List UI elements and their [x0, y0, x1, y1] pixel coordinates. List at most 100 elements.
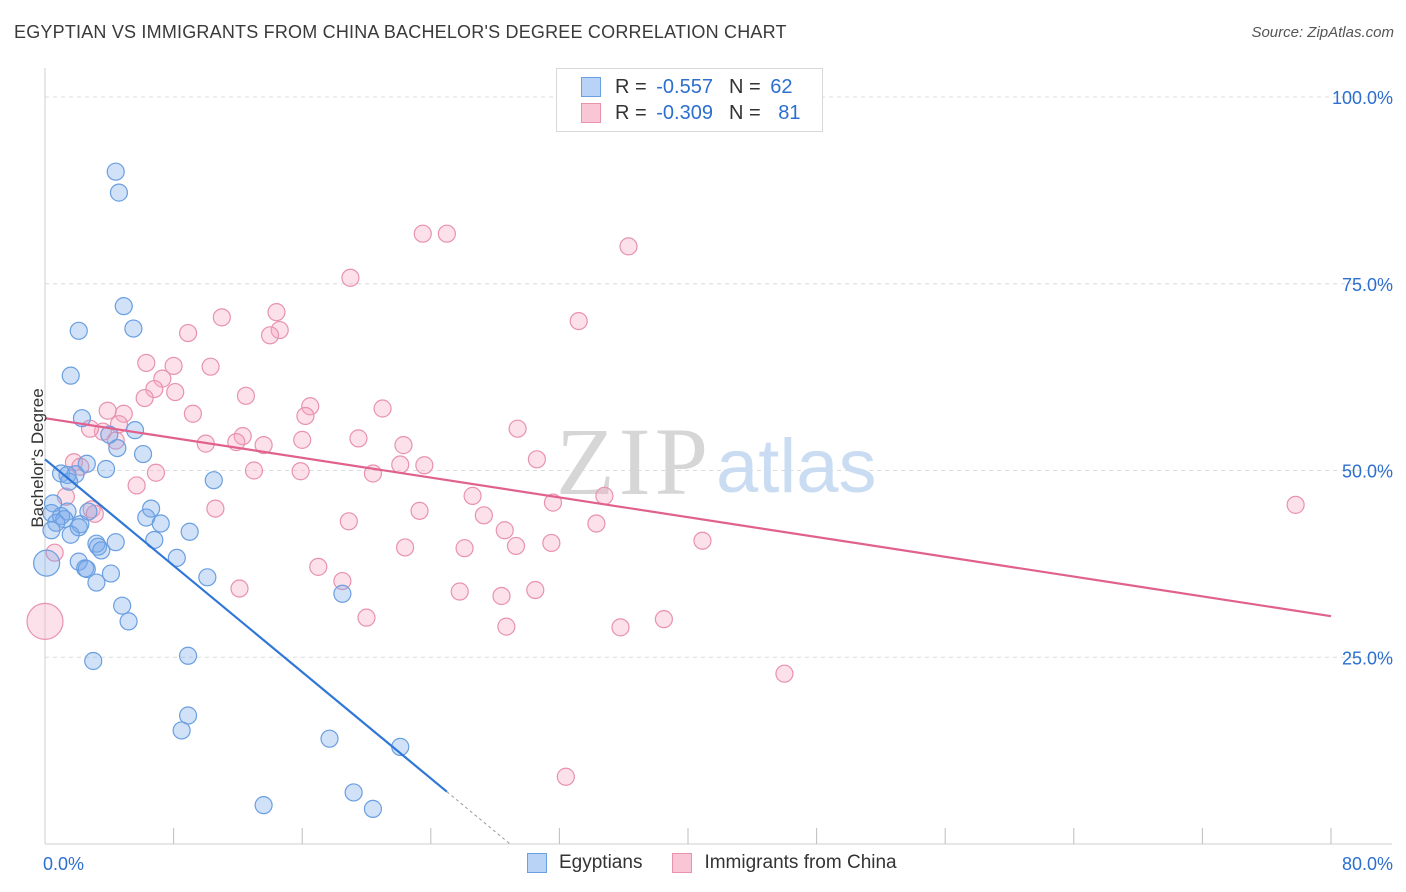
data-point — [100, 425, 119, 444]
tick-labels: 25.0% 50.0% 75.0% 100.0% 0.0% 80.0% — [43, 88, 1393, 874]
legend-swatch-china — [581, 103, 601, 123]
data-point — [357, 608, 376, 627]
chart-title: EGYPTIAN VS IMMIGRANTS FROM CHINA BACHEL… — [14, 22, 787, 42]
legend-row-egyptians: R = -0.557 N = 62 — [581, 75, 792, 99]
data-point — [212, 308, 231, 327]
data-point — [333, 571, 352, 591]
data-point — [260, 326, 280, 345]
watermark: ZIP atlas — [556, 408, 877, 515]
series-egyptians — [33, 162, 410, 818]
legend-item-china[interactable]: Immigrants from China — [672, 852, 897, 874]
data-point — [291, 462, 310, 481]
legend-n-value: 62 — [770, 75, 793, 98]
legend-r-value: -0.557 — [656, 75, 713, 98]
data-point — [301, 397, 320, 416]
data-point — [106, 533, 125, 552]
data-point — [60, 472, 79, 491]
data-point — [124, 319, 143, 338]
data-point — [119, 612, 138, 631]
trend-lines — [44, 417, 1332, 846]
data-point — [109, 183, 129, 202]
legend-label-egyptians: Egyptians — [559, 852, 643, 873]
trend-line-egyptians-extension — [446, 791, 512, 846]
x-tick-label: 0.0% — [43, 854, 84, 874]
data-point — [61, 366, 80, 385]
legend-n-label: N = — [728, 75, 761, 98]
data-point — [587, 514, 606, 533]
data-point — [569, 312, 588, 331]
legend-item-egyptians[interactable]: Egyptians — [527, 852, 642, 874]
data-point — [267, 303, 286, 322]
axes — [44, 68, 1392, 845]
data-point — [611, 618, 630, 637]
data-point — [77, 560, 96, 579]
y-tick-label: 25.0% — [1342, 648, 1393, 668]
legend-swatch-china — [672, 853, 693, 873]
data-point — [77, 454, 96, 473]
data-point — [415, 456, 434, 475]
data-point — [180, 522, 199, 541]
data-point — [526, 580, 545, 600]
data-point — [167, 548, 186, 567]
data-point — [198, 568, 217, 587]
x-tick-label: 80.0% — [1342, 854, 1393, 874]
data-point — [84, 651, 103, 671]
data-point — [394, 436, 413, 455]
data-point — [172, 721, 191, 740]
data-point — [527, 450, 546, 469]
data-point — [178, 706, 198, 725]
data-point — [166, 382, 185, 402]
data-point — [204, 471, 223, 490]
data-point — [244, 461, 264, 480]
data-point — [595, 486, 614, 505]
data-point — [693, 531, 712, 550]
data-point — [542, 533, 561, 553]
data-point — [98, 401, 117, 420]
data-point — [127, 476, 146, 495]
trend-line-china — [44, 417, 1332, 618]
data-point — [619, 237, 638, 256]
data-point — [135, 388, 154, 408]
data-point — [133, 444, 153, 464]
data-point — [333, 584, 352, 603]
data-point — [33, 549, 61, 577]
data-point — [775, 664, 794, 683]
data-point — [309, 557, 328, 576]
legend-label-china: Immigrants from China — [704, 852, 897, 873]
data-point — [410, 501, 429, 520]
y-tick-label: 100.0% — [1332, 88, 1393, 108]
data-point — [506, 536, 526, 556]
data-point — [164, 356, 183, 376]
trend-line-egyptians — [44, 458, 448, 793]
data-point — [254, 796, 273, 815]
legend-r-value: -0.309 — [656, 101, 713, 124]
data-point — [463, 486, 482, 505]
data-point — [296, 406, 315, 426]
data-point — [106, 162, 125, 181]
data-point — [492, 586, 511, 606]
data-point — [654, 610, 673, 629]
data-point — [556, 767, 575, 786]
grid-lines — [45, 96, 1392, 658]
data-point — [497, 617, 516, 636]
y-axis-label: Bachelor's Degree — [28, 388, 47, 528]
data-point — [96, 459, 116, 479]
data-point — [141, 499, 161, 518]
watermark-zip: ZIP — [556, 408, 712, 515]
data-point — [42, 521, 61, 540]
data-point — [101, 564, 121, 583]
series-legend: Egyptians Immigrants from China — [527, 852, 927, 874]
data-point — [178, 323, 198, 343]
legend-n-label: N = — [728, 101, 761, 124]
data-point — [183, 404, 202, 423]
legend-swatch-egyptians — [581, 77, 601, 97]
data-point — [495, 521, 514, 540]
data-point — [270, 320, 289, 340]
data-point — [320, 729, 339, 748]
data-point — [108, 438, 127, 458]
legend-r-label: R = — [615, 75, 647, 98]
data-point — [339, 512, 358, 531]
data-point — [391, 455, 410, 474]
data-point — [341, 268, 360, 287]
